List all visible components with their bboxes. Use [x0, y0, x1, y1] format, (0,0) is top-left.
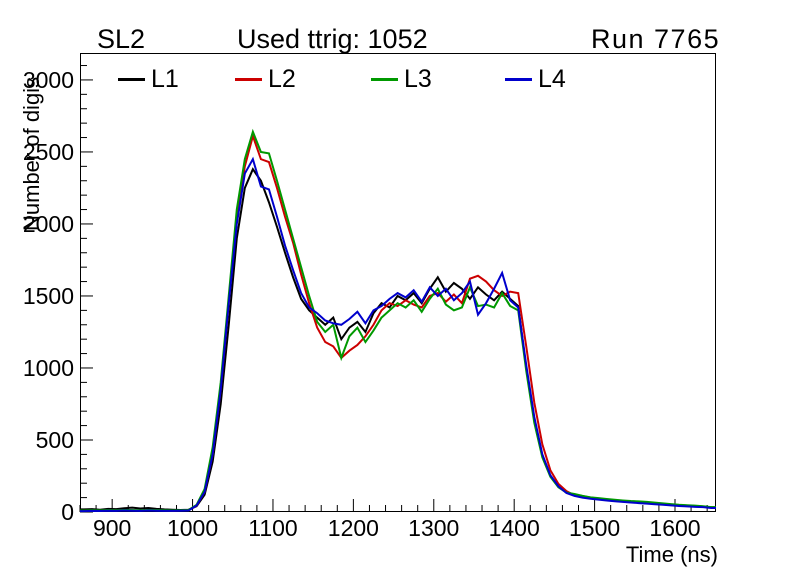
y-tick-label: 1500: [22, 282, 74, 309]
plot-title: Used ttrig: 1052: [237, 24, 428, 54]
x-tick-label: 1300: [408, 515, 460, 541]
legend-entry-L3: L3: [371, 63, 432, 95]
x-tick-label: 1600: [649, 515, 701, 541]
y-tick-label: 1000: [22, 354, 74, 381]
legend-entry-L1: L1: [118, 63, 179, 95]
x-tick-label: 1500: [568, 515, 621, 541]
legend: L1 L2 L3 L4: [80, 63, 716, 95]
legend-line-icon: [118, 77, 145, 81]
series-line-L1: [80, 167, 716, 511]
legend-label: L2: [268, 64, 296, 93]
y-tick-label: 0: [61, 499, 74, 525]
x-tick-label: 1200: [327, 515, 379, 541]
y-tick-label: 2500: [22, 138, 74, 165]
legend-label: L1: [151, 64, 179, 93]
series-line-L4: [80, 156, 716, 513]
series-line-L3: [80, 128, 716, 512]
legend-line-icon: [235, 77, 262, 81]
y-tick-label: 2000: [22, 210, 74, 237]
legend-line-icon: [371, 77, 398, 81]
legend-label: L3: [404, 64, 432, 93]
run-number-label: Run 7765: [591, 24, 721, 54]
plot-frame: [80, 53, 716, 512]
x-tick-label: 1100: [248, 515, 298, 541]
x-axis-title: Time (ns): [625, 542, 718, 567]
y-tick-label: 3000: [22, 66, 74, 93]
legend-entry-L2: L2: [235, 63, 296, 95]
x-tick-label: 900: [92, 515, 132, 541]
plot-area[interactable]: [79, 53, 716, 513]
x-tick-label: 1000: [166, 515, 219, 541]
series-line-L2: [80, 132, 716, 512]
superlayer-label: SL2: [97, 24, 146, 54]
y-tick-label: 500: [35, 426, 74, 453]
legend-entry-L4: L4: [505, 63, 566, 95]
x-tick-label: 1400: [488, 515, 540, 541]
legend-line-icon: [505, 77, 532, 81]
legend-label: L4: [538, 64, 566, 93]
